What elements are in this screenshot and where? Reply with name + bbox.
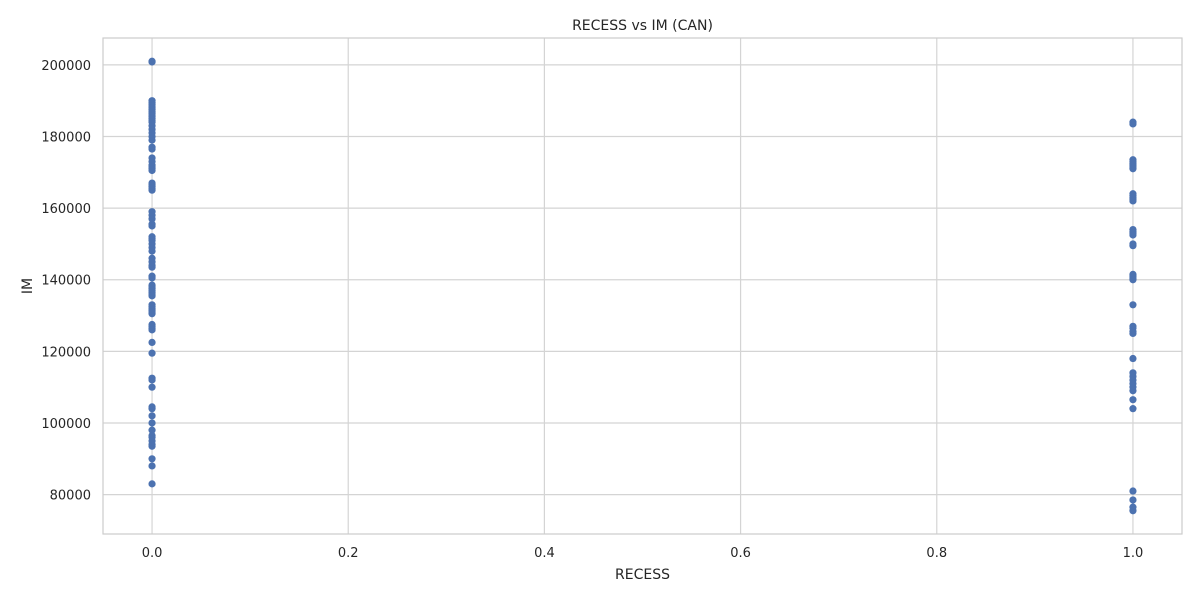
data-point (148, 186, 156, 194)
x-tick-label: 0.2 (338, 546, 359, 561)
y-tick-label: 120000 (41, 345, 91, 360)
x-tick-label: 1.0 (1123, 546, 1144, 561)
data-point (1129, 301, 1137, 309)
data-point (148, 462, 156, 470)
y-tick-label: 160000 (41, 202, 91, 217)
data-point (1129, 231, 1137, 239)
data-point (148, 419, 156, 427)
data-point (148, 442, 156, 450)
data-point (148, 405, 156, 413)
data-point (1129, 405, 1137, 413)
x-axis-title: RECESS (615, 567, 670, 583)
grid-layer (103, 38, 1182, 534)
y-tick-label: 140000 (41, 274, 91, 289)
x-tick-label: 0.4 (534, 546, 555, 561)
point-layer (148, 57, 1137, 515)
data-point (148, 412, 156, 420)
data-point (148, 215, 156, 223)
data-point (1129, 120, 1137, 128)
data-point (148, 383, 156, 391)
data-point (148, 136, 156, 144)
data-point (1129, 496, 1137, 504)
x-tick-label: 0.8 (926, 546, 947, 561)
data-point (148, 166, 156, 175)
data-point (1129, 242, 1137, 250)
tick-layer: 0.0 0.2 0.4 0.6 0.8 1.0 80000 100000 120000 14000… (41, 59, 1143, 561)
data-point (1129, 396, 1137, 404)
data-point (148, 480, 156, 488)
data-point (148, 338, 156, 347)
x-tick-label: 0.0 (142, 546, 163, 561)
data-point (148, 274, 156, 282)
data-point (148, 349, 156, 357)
data-point (1129, 165, 1137, 173)
data-point (1129, 276, 1137, 284)
data-point (148, 455, 156, 463)
data-point (148, 263, 156, 271)
data-point (1129, 487, 1137, 495)
data-point (1129, 197, 1137, 205)
data-point (148, 310, 156, 318)
y-tick-label: 200000 (41, 59, 91, 74)
y-axis-title: IM (20, 278, 36, 294)
data-point (148, 222, 156, 230)
plot-frame (102, 37, 1183, 535)
data-point (1129, 387, 1137, 395)
x-tick-label: 0.6 (730, 546, 751, 561)
data-point (148, 247, 156, 255)
y-tick-label: 80000 (50, 489, 91, 504)
data-point (148, 58, 156, 66)
data-point (1129, 354, 1137, 363)
data-point (1129, 507, 1137, 515)
data-point (148, 145, 156, 153)
data-point (148, 292, 156, 300)
data-point (148, 326, 156, 334)
y-tick-label: 100000 (41, 417, 91, 432)
chart-title: RECESS vs IM (CAN) (572, 18, 713, 34)
y-tick-label: 180000 (41, 130, 91, 145)
data-point (148, 426, 156, 434)
data-point (1129, 329, 1137, 338)
data-point (148, 376, 156, 384)
